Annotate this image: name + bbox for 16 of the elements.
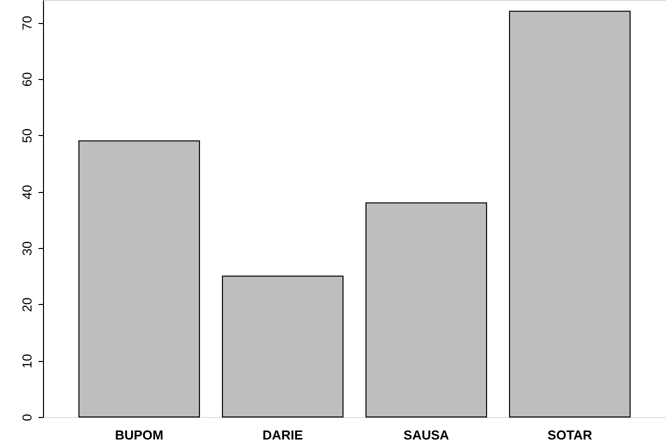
bar [509, 10, 631, 418]
y-tick-label: 30 [20, 241, 34, 256]
x-tick-label: SOTAR [548, 428, 593, 442]
y-tick-label: 10 [20, 354, 34, 368]
x-tick-label: SAUSA [404, 428, 450, 442]
bar [222, 276, 344, 418]
y-tick-label: 60 [20, 72, 34, 87]
y-tick-label: 50 [20, 128, 34, 143]
bar [365, 202, 488, 418]
y-tick-label: 20 [20, 298, 34, 312]
y-tick-label: 70 [20, 16, 34, 30]
bar [78, 140, 200, 418]
x-tick-label: BUPOM [114, 428, 164, 442]
x-tick-label: DARIE [262, 428, 304, 442]
y-tick-label: 40 [20, 184, 34, 200]
y-tick-label: 0 [20, 414, 34, 422]
